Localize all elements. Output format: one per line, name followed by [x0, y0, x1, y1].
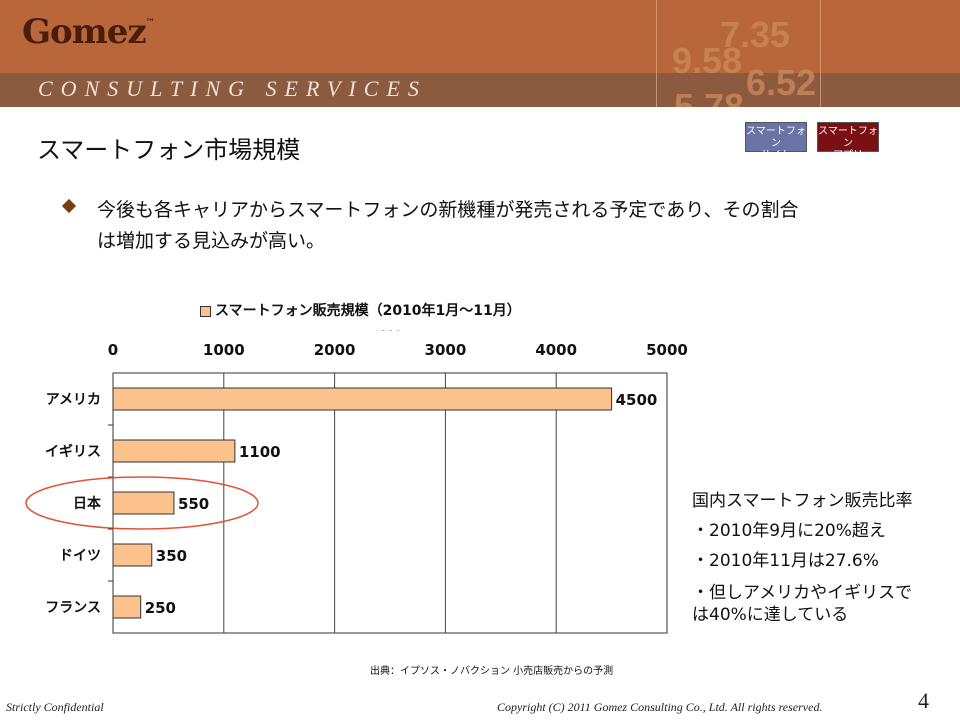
note-line: ・2010年9月に20%超え [692, 521, 886, 541]
data-label: 550 [178, 495, 209, 513]
bullet-text: 今後も各キャリアからスマートフォンの新機種が発売される予定であり、その割合 は増… [97, 195, 897, 257]
x-tick-label: 4000 [535, 341, 577, 359]
data-label: 350 [156, 547, 187, 565]
deco-number: 6.52 [746, 62, 817, 103]
data-label: 250 [145, 599, 176, 617]
source-note: 出典：イプソス・ノバクション 小売店販売からの予測 [370, 666, 614, 677]
bar [112, 595, 142, 619]
note-line: ・但しアメリカやイギリスで は40%に達している [692, 582, 913, 626]
nav-button-smartphone-app[interactable]: スマートフォン アプリ [817, 122, 879, 161]
category-label: イギリス [45, 443, 101, 460]
highlight-ellipse [25, 476, 259, 530]
x-tick-label: 2000 [314, 341, 356, 359]
deco-number: 9.58 [672, 40, 743, 81]
deco-number: 5.78 [674, 86, 745, 107]
nav-label: スマートフォン [746, 126, 806, 149]
bar [112, 491, 175, 515]
unit-label: 万台 [374, 330, 401, 333]
page-title: スマートフォン市場規模 [37, 136, 301, 164]
data-label: 4500 [616, 391, 658, 409]
chart-legend: スマートフォン販売規模（2010年1月〜11月） [200, 300, 521, 320]
x-tick-label: 5000 [646, 341, 688, 359]
category-label: 日本 [73, 495, 102, 512]
legend-label: スマートフォン販売規模（2010年1月〜11月） [215, 303, 521, 319]
nav-label: スマートフォン [818, 126, 878, 149]
header-divider [656, 0, 657, 107]
x-tick-label: 3000 [425, 341, 467, 359]
legend-swatch [200, 305, 211, 317]
note-line: ・2010年11月は27.6% [692, 551, 879, 571]
bar [112, 439, 236, 463]
footer-copyright: Copyright (C) 2011 Gomez Consulting Co.,… [497, 700, 823, 714]
bar-chart: 0 1000 2000 3000 4000 5000 万台アメリカ 4500 イギリス 1100 日… [25, 330, 688, 634]
category-label: ドイツ [59, 548, 101, 564]
note-line-part: ・但しアメリカやイギリスで [692, 583, 913, 603]
header-divider [820, 0, 821, 107]
plot-area [112, 372, 668, 634]
side-notes: 国内スマートフォン販売比率 ・2010年9月に20%超え ・2010年11月は2… [692, 486, 913, 626]
bullet-line: 今後も各キャリアからスマートフォンの新機種が発売される予定であり、その割合 [97, 199, 799, 221]
bar [112, 387, 613, 411]
note-title: 国内スマートフォン販売比率 [692, 491, 913, 511]
diamond-bullet-icon [61, 198, 77, 214]
nav-label: アプリ [833, 150, 863, 161]
bullet-line: は増加する見込みが高い。 [97, 230, 326, 252]
page-number: 4 [918, 688, 929, 713]
nav-button-smartphone-site[interactable]: スマートフォン サイト [745, 122, 807, 161]
tagline: CONSULTING SERVICES [38, 76, 427, 101]
company-logo: Gomez™ [22, 12, 155, 52]
category-label: フランス [45, 600, 101, 616]
bar [112, 543, 153, 567]
x-tick-label: 0 [108, 341, 118, 359]
data-label: 1100 [239, 443, 281, 461]
x-tick-label: 1000 [203, 341, 245, 359]
nav-label: サイト [761, 150, 791, 161]
category-label: アメリカ [46, 392, 101, 408]
header-band [0, 73, 960, 107]
header-banner: Gomez™ CONSULTING SERVICES 7.35 9.58 6.5… [0, 0, 960, 107]
footer-confidential: Strictly Confidential [6, 700, 104, 714]
deco-number: 7.35 [720, 14, 791, 55]
note-line-part: は40%に達している [692, 605, 849, 625]
